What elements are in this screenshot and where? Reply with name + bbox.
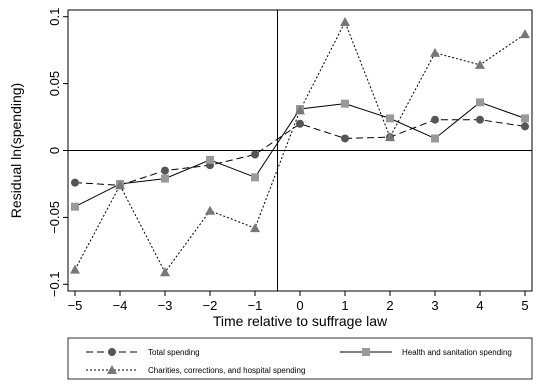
- series-3-point: [115, 180, 125, 190]
- x-tick-label: 0: [296, 298, 303, 313]
- series-2-point: [476, 98, 484, 107]
- series-3-point: [385, 132, 395, 142]
- x-tick-label: −3: [158, 298, 173, 313]
- series-3-point: [295, 105, 305, 115]
- series-1-point: [251, 150, 259, 159]
- series-1-point: [476, 115, 484, 124]
- series-2-point: [521, 114, 529, 123]
- x-tick-label: −5: [68, 298, 83, 313]
- x-tick-label: 4: [476, 298, 483, 313]
- series-2-point: [161, 174, 169, 183]
- y-axis-title: Residual ln(spending): [8, 83, 24, 218]
- series-3-point: [475, 59, 485, 69]
- x-axis-title: Time relative to suffrage law: [213, 313, 388, 329]
- y-tick-label: 0.1: [47, 8, 62, 26]
- x-tick-label: 5: [521, 298, 528, 313]
- series-3-point: [205, 205, 215, 215]
- series-1-point: [431, 115, 439, 124]
- series-line-1: [74, 119, 526, 186]
- series-3-point: [160, 267, 170, 277]
- series-3-point: [520, 29, 530, 39]
- legend-label-3: Charities, corrections, and hospital spe…: [148, 366, 305, 375]
- legend-marker-3: [107, 365, 117, 374]
- series-3-point: [70, 264, 80, 274]
- legend-box: [67, 337, 533, 380]
- legend-label-2: Health and sanitation spending: [402, 348, 512, 357]
- x-tick-label: −4: [113, 298, 128, 313]
- series-2-point: [71, 202, 79, 211]
- y-tick-label: −0.05: [47, 201, 62, 234]
- series-1-point: [296, 119, 304, 128]
- series-1-point: [71, 178, 79, 187]
- legend-marker-1: [108, 348, 116, 356]
- series-line-3: [74, 20, 526, 274]
- series-1-point: [521, 122, 529, 131]
- x-tick-label: 1: [341, 298, 348, 313]
- series-3-point: [340, 17, 350, 27]
- series-3-point: [430, 47, 440, 57]
- y-tick-label: −0.1: [47, 271, 62, 297]
- series-1-point: [161, 166, 169, 175]
- x-tick-label: −1: [248, 298, 263, 313]
- series-2-point: [386, 114, 394, 123]
- x-tick-label: 2: [386, 298, 393, 313]
- series-3-point: [250, 223, 260, 233]
- series-2-point: [341, 99, 349, 108]
- series-1-point: [341, 134, 349, 143]
- y-tick-label: 0: [47, 147, 62, 154]
- series-2-point: [206, 155, 214, 164]
- legend-label-1: Total spending: [148, 348, 200, 357]
- legend-marker-2: [362, 348, 370, 356]
- x-tick-label: 3: [431, 298, 438, 313]
- series-2-point: [431, 134, 439, 143]
- x-tick-label: −2: [203, 298, 218, 313]
- y-tick-label: 0.05: [47, 71, 62, 96]
- series-line-2: [74, 101, 526, 208]
- series-2-point: [251, 173, 259, 182]
